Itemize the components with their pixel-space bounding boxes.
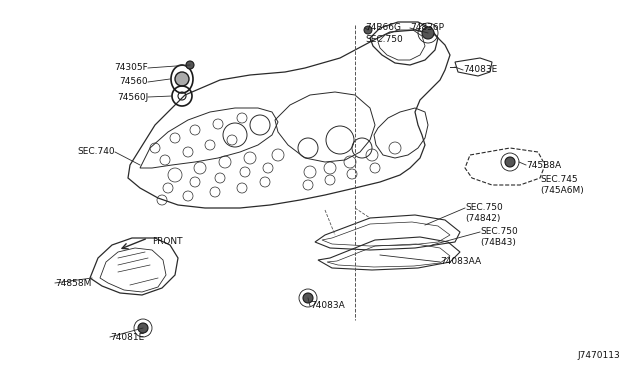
Text: 74B66G: 74B66G — [365, 23, 401, 32]
Circle shape — [364, 26, 372, 34]
Text: 745B8A: 745B8A — [526, 160, 561, 170]
Text: (745A6M): (745A6M) — [540, 186, 584, 196]
Text: 74560J: 74560J — [116, 93, 148, 102]
Text: 74560: 74560 — [120, 77, 148, 87]
Text: 74305F: 74305F — [115, 64, 148, 73]
Circle shape — [186, 61, 194, 69]
Circle shape — [175, 72, 189, 86]
Text: (74B43): (74B43) — [480, 238, 516, 247]
Text: SEC.750: SEC.750 — [365, 35, 403, 44]
Text: 74858M: 74858M — [55, 279, 92, 288]
Circle shape — [505, 157, 515, 167]
Circle shape — [422, 27, 434, 39]
Text: SEC.750: SEC.750 — [480, 228, 518, 237]
Text: 74083E: 74083E — [463, 65, 497, 74]
Text: SEC.750: SEC.750 — [465, 203, 503, 212]
Circle shape — [303, 293, 313, 303]
Text: SEC.745: SEC.745 — [540, 176, 578, 185]
Text: 74081E: 74081E — [110, 333, 144, 341]
Text: FRONT: FRONT — [152, 237, 182, 247]
Text: 74836P: 74836P — [410, 23, 444, 32]
Text: (74842): (74842) — [465, 215, 500, 224]
Circle shape — [138, 323, 148, 333]
Text: 74083AA: 74083AA — [440, 257, 481, 266]
Text: J7470113: J7470113 — [577, 350, 620, 359]
Text: 74083A: 74083A — [310, 301, 345, 311]
Text: SEC.740: SEC.740 — [77, 148, 115, 157]
